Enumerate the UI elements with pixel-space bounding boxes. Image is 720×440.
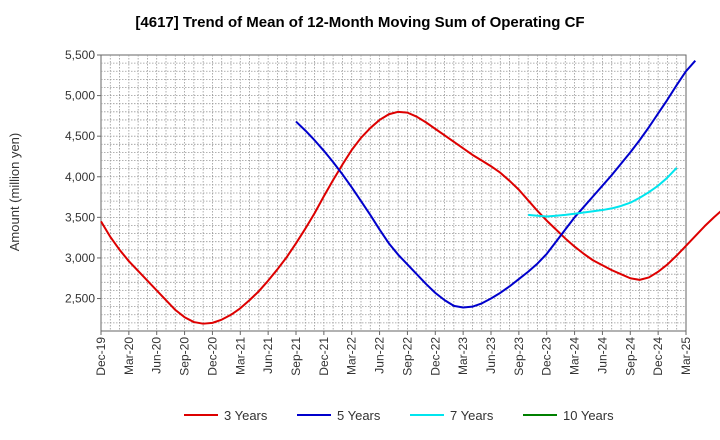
x-tick-label: Mar-25 (679, 337, 693, 375)
y-tick-label: 3,500 (65, 210, 95, 224)
x-tick-label: Dec-24 (651, 337, 665, 376)
x-tick-label: Mar-23 (456, 337, 470, 375)
series-line-3-years (100, 110, 720, 325)
y-tick-label: 5,000 (65, 89, 95, 103)
grid (101, 55, 686, 331)
legend-label: 5 Years (337, 408, 381, 423)
legend-label: 3 Years (224, 408, 268, 423)
x-tick-label: Sep-24 (623, 337, 637, 376)
legend-label: 10 Years (563, 408, 614, 423)
x-tick-label: Sep-23 (512, 337, 526, 376)
x-tick-label: Jun-23 (484, 337, 498, 374)
legend-label: 7 Years (450, 408, 494, 423)
x-tick-label: Dec-19 (94, 337, 108, 376)
x-tick-label: Mar-22 (345, 337, 359, 375)
x-tick-label: Jun-20 (150, 337, 164, 374)
y-tick-label: 2,500 (65, 292, 95, 306)
x-tick-label: Sep-20 (178, 337, 192, 376)
y-tick-label: 4,500 (65, 129, 95, 143)
x-tick-label: Dec-23 (540, 337, 554, 376)
y-axis-label: Amount (million yen) (7, 133, 22, 252)
series-line-7-years (528, 167, 678, 218)
x-tick-label: Mar-24 (568, 337, 582, 375)
x-axis-ticks: Dec-19 Mar-20 Jun-20 Sep-20 Dec-20 Mar-21 Jun-… (94, 331, 693, 376)
x-tick-label: Sep-21 (289, 337, 303, 376)
chart-title: [4617] Trend of Mean of 12-Month Moving … (135, 14, 584, 31)
x-tick-label: Sep-22 (400, 337, 414, 376)
legend: 3 Years 5 Years 7 Years 10 Years (184, 408, 614, 423)
x-tick-label: Jun-24 (595, 337, 609, 374)
x-tick-label: Mar-21 (233, 337, 247, 375)
x-tick-label: Dec-20 (205, 337, 219, 376)
x-tick-label: Mar-20 (122, 337, 136, 375)
y-tick-label: 4,000 (65, 170, 95, 184)
x-tick-label: Jun-21 (261, 337, 275, 374)
y-tick-label: 5,500 (65, 48, 95, 62)
y-tick-label: 3,000 (65, 251, 95, 265)
x-tick-label: Dec-21 (317, 337, 331, 376)
y-axis-ticks: 2,500 3,000 3,500 4,000 4,500 5,000 5,500 (65, 48, 101, 306)
series-line-5-years (295, 60, 697, 309)
x-tick-label: Dec-22 (428, 337, 442, 376)
x-tick-label: Jun-22 (373, 337, 387, 374)
series-layer (100, 60, 720, 325)
